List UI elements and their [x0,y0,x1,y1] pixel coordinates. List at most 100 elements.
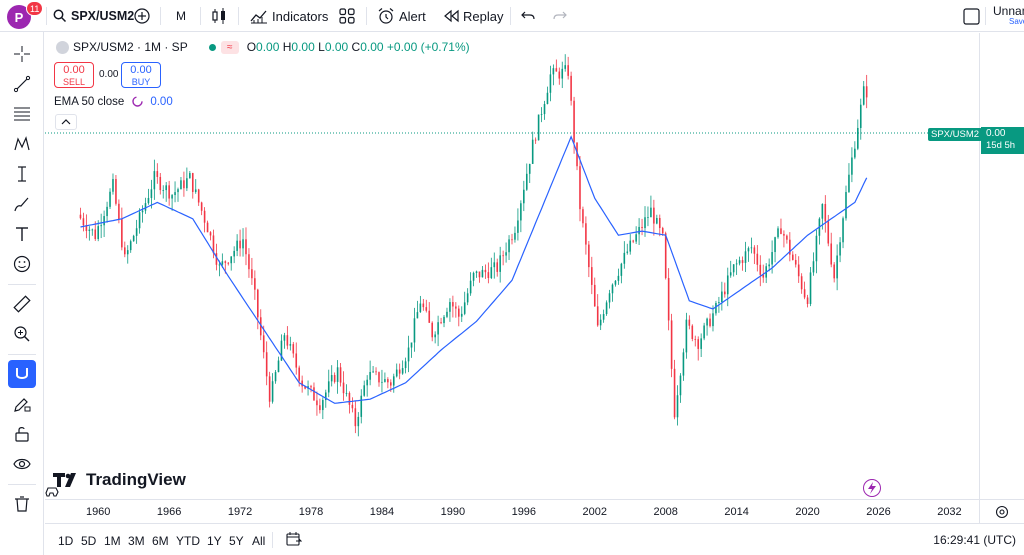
hide-tool[interactable] [8,450,36,478]
candle-body [496,262,499,272]
clock[interactable]: 16:29:41 (UTC) [933,533,1016,547]
candle-body [354,408,357,427]
candle-body [679,375,682,396]
ohlc-close-value: 0.00 [360,40,384,54]
candle-body [292,344,295,354]
time-tick-label: 2008 [653,506,678,518]
candle-body [697,339,700,349]
ema-legend[interactable]: EMA 50 close 0.00 [54,95,173,108]
lock-drawings-pencil-tool[interactable] [8,390,36,418]
candle-body [236,240,238,251]
candle-body [859,104,862,128]
undo-button[interactable] [521,0,535,32]
pattern-tool[interactable] [8,130,36,158]
compare-add-button[interactable] [133,0,151,32]
symbol-search[interactable]: SPX/USM2 [53,0,134,32]
price-scale[interactable] [979,33,1024,499]
candle-body [265,352,268,377]
sell-button[interactable]: 0.00 SELL [54,62,94,88]
range-3m[interactable]: 3M [128,534,145,548]
fib-tool[interactable] [8,100,36,128]
candle-body [514,232,516,240]
zoom-tool[interactable] [8,320,36,348]
candle-body [124,247,126,255]
candle-body [209,232,212,236]
candle-body [552,68,555,75]
candle-body [596,306,599,326]
candle-body [478,271,481,278]
price-chart[interactable] [45,33,979,499]
candle-body [407,347,410,362]
trend-line-tool[interactable] [8,70,36,98]
data-delay-icon[interactable]: ≈ [220,40,239,54]
ruler-tool[interactable] [8,290,36,318]
indicators-button[interactable]: Indicators [250,0,328,32]
chart-legend: SPX/USM2 · 1M · SP ≈ O0.00 H0.00 L0.00 C… [56,40,470,54]
candle-body [333,375,336,382]
replay-button[interactable]: Replay [443,0,503,32]
buy-button[interactable]: 0.00 BUY [121,62,161,88]
candle-body [747,248,750,252]
legend-title[interactable]: SPX/USM2 · 1M · SP [73,40,188,54]
candle-body [561,68,564,79]
candle-body [709,318,711,327]
candle-body [97,226,100,240]
delete-tool[interactable] [8,490,36,518]
lock-tool[interactable] [8,420,36,448]
projection-tool[interactable] [8,160,36,188]
candle-body [322,400,324,411]
candle-body [348,392,351,405]
tradingview-watermark: TradingView [52,470,186,490]
candle-body [726,275,729,295]
layout-name[interactable]: Unnam [993,4,1024,18]
undo-icon [521,11,535,20]
candle-body [735,263,738,265]
range-5y[interactable]: 5Y [229,534,244,548]
layouts-button[interactable] [339,0,355,32]
range-1m[interactable]: 1M [104,534,121,548]
chart-type-button[interactable] [211,0,227,32]
range-6m[interactable]: 6M [152,534,169,548]
range-1d[interactable]: 1D [58,534,74,548]
candle-body [768,264,770,267]
unlock-icon [15,427,29,442]
time-tick-label: 1996 [511,506,537,518]
candle-body [147,197,150,204]
range-5d[interactable]: 5D [81,534,97,548]
bull-icon[interactable] [44,484,60,503]
candle-body [103,216,105,226]
collapse-legend-button[interactable] [55,114,77,130]
market-status-icon[interactable] [206,41,219,54]
chevron-up-icon [61,119,71,125]
buy-price: 0.00 [130,64,152,76]
candle-body [168,185,170,199]
settings-button[interactable] [979,499,1024,523]
range-1y[interactable]: 1Y [207,534,222,548]
candle-body [416,312,419,319]
buy-label: BUY [131,77,151,87]
drawing-toolbar [0,32,44,555]
layout-checkbox[interactable] [963,0,980,32]
candle-body [150,189,153,198]
text-tool[interactable] [8,220,36,248]
price-scale-symbol-tag: SPX/USM2 [928,128,983,141]
crosshair-tool[interactable] [8,40,36,68]
lightning-icon[interactable] [863,479,881,497]
candle-body [851,157,853,175]
magnet-tool[interactable] [8,360,36,388]
candle-body [233,250,235,257]
candle-body [809,272,812,304]
emoji-tool[interactable] [8,250,36,278]
alert-button[interactable]: Alert [377,0,426,32]
interval-button[interactable]: M [176,9,186,23]
candle-body [398,369,401,374]
range-ytd[interactable]: YTD [176,534,200,548]
candle-body [212,235,215,254]
candle-body [301,380,303,387]
date-range-button[interactable] [286,531,303,550]
time-scale[interactable]: 1960 1966 1972 1978 1984 1990 1996 2002 2008 2014… [45,499,979,523]
magnet-icon [16,368,28,379]
brush-tool[interactable] [8,190,36,218]
range-all[interactable]: All [252,534,266,548]
redo-button[interactable] [553,0,567,32]
